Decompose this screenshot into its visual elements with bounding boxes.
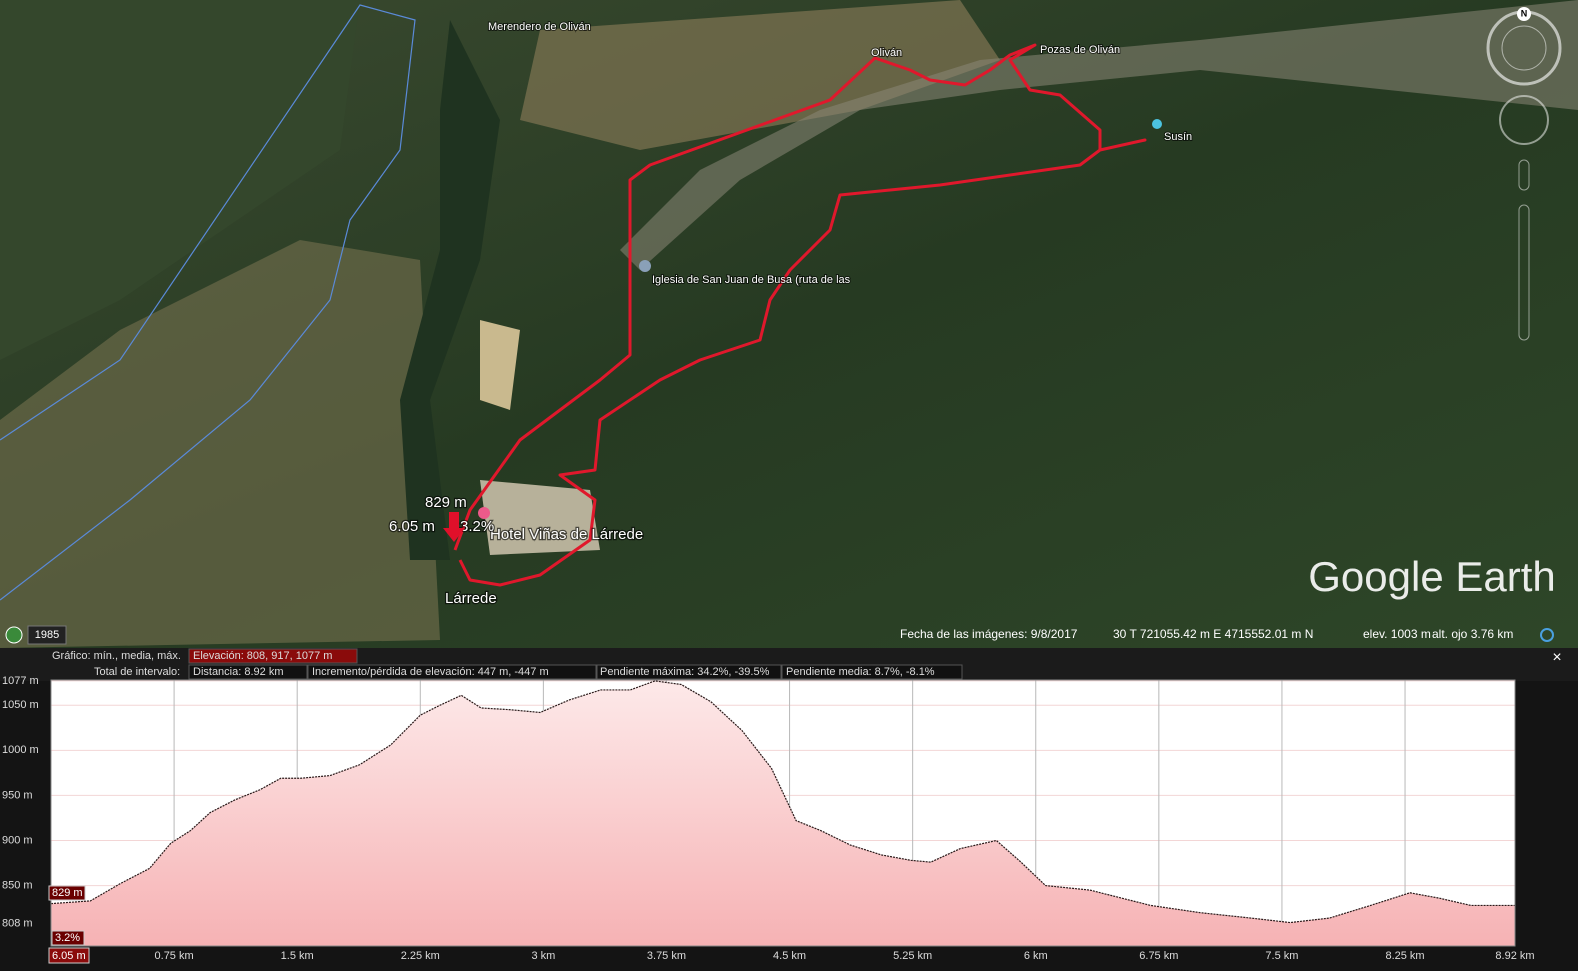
place-icon[interactable] [478, 507, 490, 519]
info-box [781, 664, 963, 680]
info-elevation: Elevación: 808, 917, 1077 m [193, 650, 332, 662]
forest [0, 0, 360, 360]
cursor-box [51, 930, 85, 946]
x-tick-label: 5.25 km [893, 950, 932, 962]
x-tick-label: 3.75 km [647, 950, 686, 962]
plot-frame [50, 679, 1516, 947]
info-label: Total de intervalo: [94, 666, 180, 678]
cursor-slope: 3.2% [55, 932, 80, 944]
cursor-distance: 6.05 m [389, 518, 435, 535]
river-forest [400, 20, 500, 560]
compass-n[interactable] [1517, 7, 1531, 21]
status-coords: 30 T 721055.42 m E 4715552.01 m N [1113, 627, 1313, 641]
y-tick-label: 1050 m [2, 699, 39, 711]
status-eye: alt. ojo 3.76 km [1432, 627, 1513, 641]
y-tick-label: 900 m [2, 834, 33, 846]
map[interactable]: Merendero de Oliván Oliván Pozas de Oliv… [0, 0, 1578, 648]
field [480, 320, 520, 410]
y-tick-label: 1077 m [2, 675, 39, 687]
status-date: Fecha de las imágenes: 9/8/2017 [900, 627, 1078, 641]
cursor-elevation: 829 m [52, 887, 83, 899]
river-bed [620, 0, 1578, 270]
history-icon[interactable] [5, 626, 23, 644]
place-icon[interactable] [1152, 119, 1162, 129]
close-button[interactable]: × [1552, 649, 1561, 666]
street-view[interactable] [1518, 159, 1530, 191]
year: 1985 [35, 629, 59, 641]
info-box [307, 664, 597, 680]
x-tick-label: 0.75 km [155, 950, 194, 962]
cursor-box [48, 885, 86, 901]
info-panel: Gráfico: mín., media, máx. Elevación: 80… [0, 648, 1578, 681]
cursor-box [48, 947, 90, 964]
cursor-slope: 3.2% [460, 518, 494, 535]
x-tick-label: 3 km [531, 950, 555, 962]
info-gain: Incremento/pérdida de elevación: 447 m, … [312, 666, 549, 678]
place-label[interactable]: Susín [1163, 130, 1193, 144]
y-tick-label: 850 m [2, 879, 33, 891]
x-tick-label: 2.25 km [401, 950, 440, 962]
y-tick-label: 950 m [2, 789, 33, 801]
year-box[interactable] [27, 625, 67, 645]
place-label[interactable]: Iglesia de San Juan de Busa (ruta de las [651, 273, 852, 287]
compass-label: N [1521, 8, 1528, 18]
info-box [188, 664, 308, 680]
cursor-elevation: 829 m [425, 494, 467, 511]
place-label[interactable]: Oliván [870, 46, 903, 60]
status-elev: elev. 1003 m [1363, 627, 1431, 641]
area-fill [51, 680, 1515, 946]
cursor-distance: 6.05 m [52, 950, 86, 962]
cursor-arrow [443, 512, 465, 542]
x-tick-label: 6.75 km [1139, 950, 1178, 962]
info-label: Gráfico: mín., media, máx. [52, 650, 181, 662]
info-max-slope: Pendiente máxima: 34.2%, -39.5% [600, 666, 770, 678]
profile-line [50, 680, 1515, 924]
streaming [1540, 628, 1554, 642]
place-label[interactable]: Pozas de Oliván [1039, 43, 1121, 57]
route[interactable] [453, 43, 1147, 587]
info-box [596, 664, 782, 680]
place-label[interactable]: Merendero de Oliván [487, 20, 592, 34]
x-tick-label: 1.5 km [281, 950, 314, 962]
compass-inner[interactable] [1501, 25, 1547, 71]
place-label[interactable]: Lárrede [444, 589, 498, 609]
info-distance: Distancia: 8.92 km [193, 666, 283, 678]
info-avg-slope: Pendiente media: 8.7%, -8.1% [786, 666, 935, 678]
x-tick-label: 8.25 km [1385, 950, 1424, 962]
info-box [188, 648, 358, 664]
boundary [0, 4, 416, 601]
clearing [480, 480, 600, 555]
x-tick-label: 4.5 km [773, 950, 806, 962]
farmland [0, 240, 440, 648]
y-tick-label: 1000 m [2, 744, 39, 756]
elevation-profile: 808 m 850 m 900 m 950 m 1000 m 1050 m 1077 m 0.… [2, 675, 1535, 964]
farmland [520, 0, 1000, 150]
logo: Google Earth [1308, 553, 1556, 600]
y-tick-label: 808 m [2, 917, 33, 929]
look-control[interactable] [1499, 95, 1549, 145]
place-icon[interactable] [639, 260, 651, 272]
x-tick-label: 6 km [1024, 950, 1048, 962]
place-label[interactable]: Hotel Viñas de Lárrede [489, 525, 645, 545]
x-tick-label: 7.5 km [1265, 950, 1298, 962]
zoom-slider[interactable] [1518, 204, 1530, 341]
x-tick-label: 8.92 km [1495, 950, 1534, 962]
